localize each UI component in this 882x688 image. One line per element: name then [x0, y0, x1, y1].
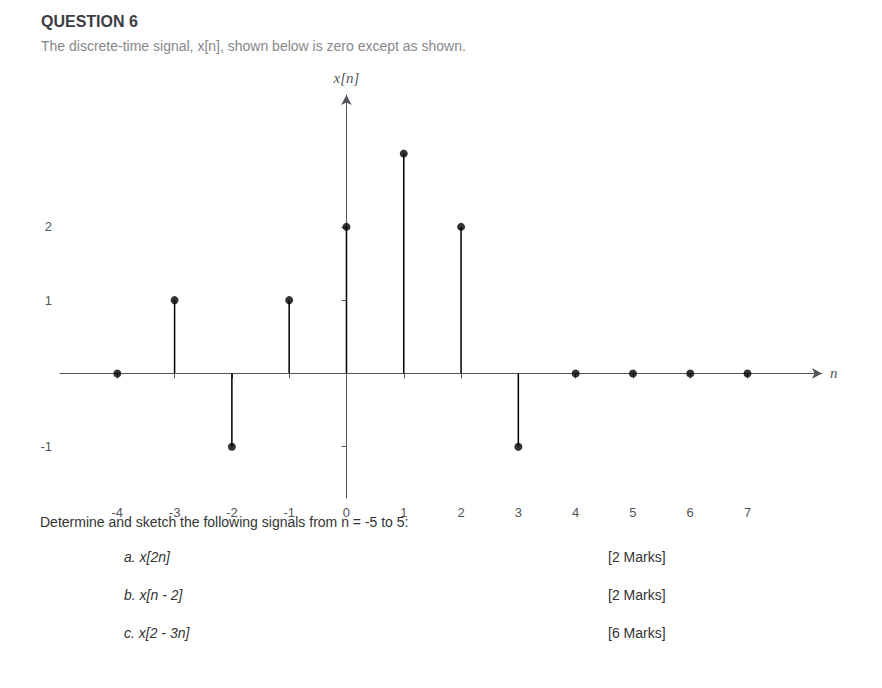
svg-text:n: n [830, 365, 838, 381]
svg-text:a. x[2n]: a. x[2n] [124, 549, 171, 565]
svg-text:[2 Marks]: [2 Marks] [608, 549, 666, 565]
svg-text:Determine and sketch the follo: Determine and sketch the following signa… [40, 514, 408, 530]
svg-text:5: 5 [629, 505, 636, 520]
svg-text:-4: -4 [112, 505, 124, 520]
svg-text:2: 2 [45, 219, 52, 234]
svg-text:-2: -2 [226, 505, 238, 520]
svg-text:-1: -1 [283, 505, 295, 520]
svg-text:x[n]: x[n] [333, 70, 360, 86]
svg-text:[2 Marks]: [2 Marks] [608, 587, 666, 603]
svg-text:0: 0 [343, 505, 350, 520]
svg-text:4: 4 [572, 505, 579, 520]
svg-text:1: 1 [45, 293, 52, 308]
svg-text:-3: -3 [169, 505, 181, 520]
svg-text:QUESTION 6: QUESTION 6 [41, 13, 138, 30]
svg-text:2: 2 [457, 505, 464, 520]
svg-text:The discrete-time signal, x[n]: The discrete-time signal, x[n], shown be… [41, 38, 466, 54]
svg-text:3: 3 [515, 505, 522, 520]
svg-text:[6 Marks]: [6 Marks] [608, 625, 666, 641]
svg-text:b. x[n - 2]: b. x[n - 2] [124, 587, 183, 603]
svg-text:1: 1 [400, 505, 407, 520]
svg-text:7: 7 [744, 505, 751, 520]
svg-text:-1: -1 [40, 439, 52, 454]
svg-text:c. x[2 - 3n]: c. x[2 - 3n] [124, 625, 190, 641]
svg-text:6: 6 [687, 505, 694, 520]
